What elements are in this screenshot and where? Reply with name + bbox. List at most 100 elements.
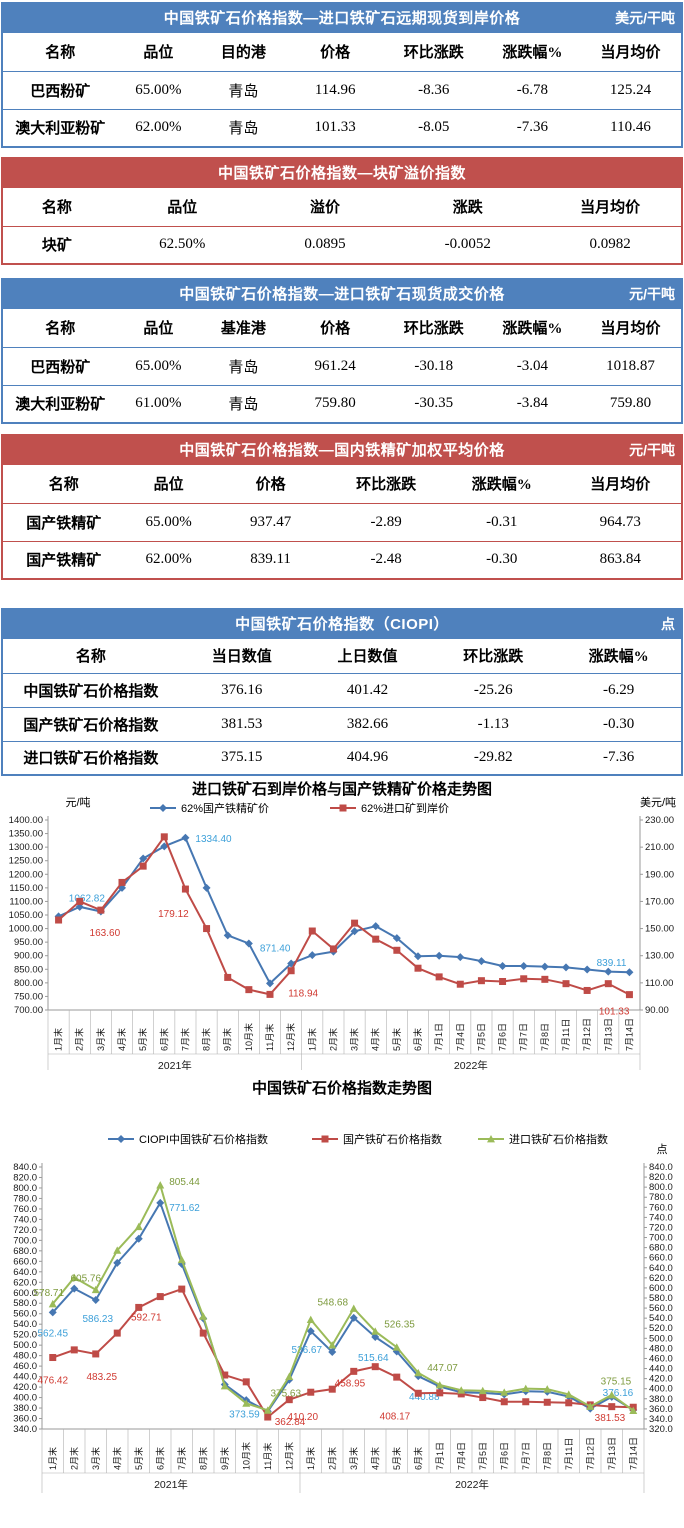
diamond-marker xyxy=(583,965,592,974)
table-unit: 元/干吨 xyxy=(629,285,675,302)
table-header-row: 名称 品位 溢价 涨跌 当月均价 xyxy=(2,188,682,226)
triangle-marker xyxy=(607,1390,616,1399)
diamond-marker xyxy=(349,1313,358,1322)
value-cell: 65.00% xyxy=(117,70,200,109)
value-cell: 61.00% xyxy=(117,384,200,423)
square-marker xyxy=(477,977,485,985)
x-axis-category-label: 12月末 xyxy=(285,1023,296,1051)
diamond-marker xyxy=(498,962,507,971)
triangle-marker xyxy=(199,1312,208,1320)
column-header: 品位 xyxy=(143,45,174,62)
square-marker xyxy=(203,925,211,933)
table-row: 国产铁精矿 62.00% 839.11 -2.48 -0.30 863.84 xyxy=(2,540,682,579)
triangle-marker xyxy=(263,1406,272,1414)
right-axis-tick-label: 420.0 xyxy=(649,1374,673,1385)
value-cell: 青岛 xyxy=(199,108,288,147)
x-axis-category-label: 10月末 xyxy=(243,1023,254,1051)
value-cell: -2.89 xyxy=(328,502,444,541)
diamond-marker xyxy=(70,1284,79,1293)
left-axis-tick-label: 400.0 xyxy=(13,1393,37,1404)
value-cell: 114.96 xyxy=(287,70,383,109)
x-axis-category-label: 2月末 xyxy=(74,1028,85,1051)
table-unit: 美元/干吨 xyxy=(615,9,675,26)
right-axis-tick-label: 560.0 xyxy=(649,1303,673,1314)
square-marker xyxy=(500,1398,508,1406)
diamond-marker xyxy=(202,883,211,892)
square-marker xyxy=(49,1354,57,1362)
column-header: 涨跌幅% xyxy=(588,649,649,666)
x-axis-category-label: 8月末 xyxy=(197,1447,208,1470)
data-point-label: 408.17 xyxy=(380,1411,411,1422)
chart-1-wrap: 进口铁矿石到岸价格与国产铁精矿价格走势图 62%国产铁精矿价 62%进口矿到岸价 元/… xyxy=(0,776,684,1075)
right-axis-tick-label: 780.0 xyxy=(649,1192,673,1203)
triangle-marker xyxy=(500,1388,509,1396)
x-axis-category-label: 7月7日 xyxy=(519,1023,529,1051)
square-marker xyxy=(264,1413,272,1421)
value-cell: 382.66 xyxy=(304,706,431,741)
right-axis-tick-label: 440.0 xyxy=(649,1364,673,1375)
left-axis-tick-label: 680.0 xyxy=(13,1246,37,1257)
value-cell: -7.36 xyxy=(484,108,580,147)
triangle-marker xyxy=(487,1135,495,1143)
left-axis-tick-label: 720.0 xyxy=(13,1225,37,1236)
right-axis-tick-label: 600.0 xyxy=(649,1283,673,1294)
left-axis-tick-label: 640.0 xyxy=(13,1267,37,1278)
x-axis-category-label: 2月末 xyxy=(68,1447,79,1470)
value-cell: 1018.87 xyxy=(579,346,682,385)
left-axis-tick-label: 500.0 xyxy=(13,1340,37,1351)
x-axis-category-label: 4月末 xyxy=(369,1447,380,1470)
table-header-row: 名称 品位 价格 环比涨跌 涨跌幅% 当月均价 xyxy=(2,465,682,503)
diamond-marker xyxy=(371,1332,380,1341)
row-name-cell: 中国铁矿石价格指数 xyxy=(2,672,179,707)
triangle-marker xyxy=(629,1406,638,1414)
left-axis-tick-label: 520.0 xyxy=(13,1330,37,1341)
value-cell: -30.18 xyxy=(382,346,485,385)
value-cell: -29.82 xyxy=(430,740,557,775)
right-axis-tick-label: 800.0 xyxy=(649,1182,673,1193)
value-cell: -0.30 xyxy=(556,706,682,741)
diamond-marker xyxy=(540,962,549,971)
triangle-marker xyxy=(156,1181,165,1189)
column-header: 涨跌幅% xyxy=(471,477,532,494)
column-header: 环比涨跌 xyxy=(463,649,524,666)
left-axis-tick-label: 820.0 xyxy=(13,1172,37,1183)
left-axis-tick-label: 760.0 xyxy=(13,1204,37,1215)
import-vs-domestic-price-trend-chart: 进口铁矿石到岸价格与国产铁精矿价格走势图 62%国产铁精矿价 62%进口矿到岸价 元/… xyxy=(9,780,676,1074)
diamond-marker xyxy=(414,952,422,961)
value-cell: 964.73 xyxy=(559,502,682,541)
x-axis-category-label: 3月末 xyxy=(95,1028,106,1051)
column-header: 当月均价 xyxy=(580,200,641,217)
data-point-label: 163.60 xyxy=(90,928,121,939)
value-cell: 759.80 xyxy=(579,384,682,423)
triangle-marker xyxy=(435,1380,444,1389)
row-name-cell: 巴西粉矿 xyxy=(2,346,118,385)
left-axis-tick-label: 950.00 xyxy=(14,937,43,948)
triangle-marker xyxy=(91,1285,100,1294)
table-title-bar: 中国铁矿石价格指数（CIOPI） 点 xyxy=(1,608,683,639)
row-name-cell: 块矿 xyxy=(2,225,111,264)
right-axis-tick-label: 460.0 xyxy=(649,1353,673,1364)
column-header: 目的港 xyxy=(220,45,266,62)
left-axis-tick-label: 800.00 xyxy=(14,978,43,989)
ciopi-index-trend-chart: 中国铁矿石价格指数走势图 CIOPI中国铁矿石价格指数 国产铁矿石价格指数 进口铁矿石… xyxy=(13,1079,673,1493)
value-cell: 759.80 xyxy=(287,384,383,423)
square-marker xyxy=(70,1346,78,1354)
diamond-marker xyxy=(117,1135,125,1143)
value-cell: 青岛 xyxy=(199,70,288,109)
diamond-marker xyxy=(328,1347,337,1356)
data-point-label: 410.20 xyxy=(287,1412,318,1423)
triangle-marker xyxy=(70,1273,79,1281)
x-axis-category-label: 7月12日 xyxy=(582,1018,592,1051)
column-header: 上日数值 xyxy=(337,649,398,666)
diamond-marker xyxy=(48,1308,57,1317)
square-marker xyxy=(321,1135,329,1143)
x-axis-category-label: 12月末 xyxy=(283,1442,294,1470)
x-axis-category-label: 7月4日 xyxy=(456,1442,466,1470)
right-axis-tick-label: 740.0 xyxy=(649,1212,673,1223)
x-axis-category-label: 7月5日 xyxy=(478,1442,488,1470)
column-header: 当月均价 xyxy=(600,45,661,62)
triangle-marker xyxy=(328,1341,337,1349)
data-point-label: 592.71 xyxy=(131,1313,162,1324)
